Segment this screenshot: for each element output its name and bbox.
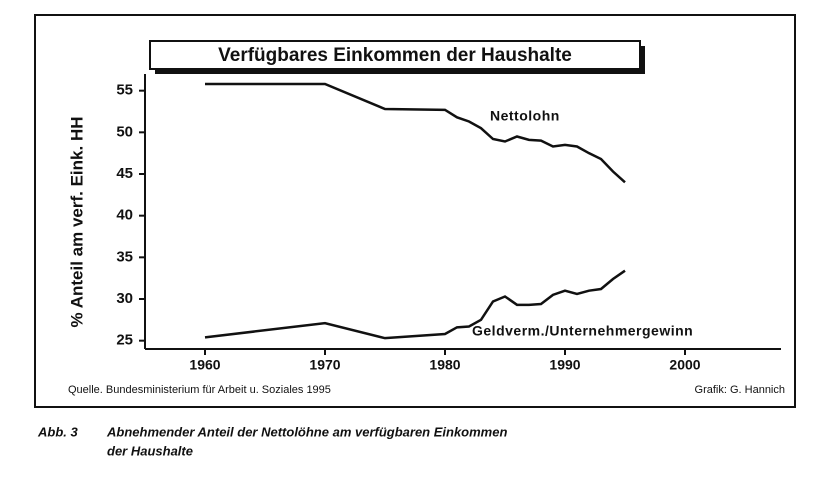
x-tick-label: 2000 <box>669 357 700 373</box>
y-axis-label: % Anteil am verf. Eink. HH <box>67 117 86 328</box>
y-tick-label: 45 <box>116 165 133 182</box>
series-label: Geldverm./Unternehmergewinn <box>472 323 693 339</box>
y-tick-label: 40 <box>116 207 133 224</box>
x-tick-label: 1990 <box>549 357 580 373</box>
title-box <box>149 40 641 70</box>
y-tick-label: 35 <box>116 248 133 265</box>
credit: Grafik: G. Hannich <box>695 384 785 396</box>
source: Quelle. Bundesministerium für Arbeit u. … <box>68 384 331 396</box>
x-tick-label: 1970 <box>309 357 340 373</box>
y-tick-label: 25 <box>116 332 133 349</box>
chart-frame <box>34 14 796 408</box>
chart-title: Verfügbares Einkommen der Haushalte <box>218 45 572 66</box>
series-line <box>205 82 626 184</box>
caption-label: Abb. 3 <box>37 424 78 439</box>
x-tick-label: 1980 <box>429 357 460 373</box>
y-tick-label: 30 <box>116 290 133 307</box>
caption: Abnehmender Anteil der Nettolöhne am ver… <box>106 424 507 439</box>
caption: der Haushalte <box>107 443 193 458</box>
y-tick-label: 50 <box>116 123 133 140</box>
series-line <box>204 269 626 340</box>
series-label: Nettolohn <box>490 108 560 124</box>
y-tick-label: 55 <box>116 82 133 99</box>
x-tick-label: 1960 <box>189 357 220 373</box>
